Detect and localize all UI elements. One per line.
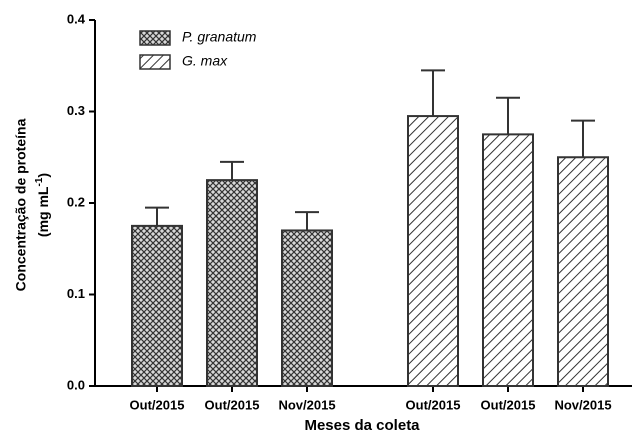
legend-swatch <box>139 30 171 46</box>
x-axis-label: Meses da coleta <box>304 417 420 434</box>
bar <box>557 156 609 387</box>
legend-label: P. granatum <box>182 29 257 45</box>
bar <box>482 133 534 387</box>
x-tick-label: Out/2015 <box>130 397 185 412</box>
y-tick-label: 0.0 <box>67 377 85 392</box>
bar <box>407 115 459 387</box>
bar <box>281 229 333 387</box>
bar <box>131 224 183 387</box>
x-tick-label: Nov/2015 <box>554 397 611 412</box>
y-tick-label: 0.4 <box>67 11 86 26</box>
legend-label: G. max <box>182 53 228 69</box>
x-tick-label: Out/2015 <box>205 397 260 412</box>
x-tick-label: Out/2015 <box>406 397 461 412</box>
legend-swatch <box>139 54 171 70</box>
y-unit-part: (mg mL <box>35 186 51 237</box>
y-axis-label: Concentração de proteína <box>13 118 29 291</box>
y-tick-label: 0.2 <box>67 194 85 209</box>
bar <box>206 179 258 387</box>
y-axis-unit: (mg mL-1) <box>34 173 51 237</box>
y-unit-sup: -1 <box>34 177 45 186</box>
y-unit-part: ) <box>35 173 51 178</box>
y-tick-label: 0.1 <box>67 286 85 301</box>
y-tick-label: 0.3 <box>67 103 85 118</box>
x-tick-label: Nov/2015 <box>278 397 335 412</box>
x-tick-label: Out/2015 <box>481 397 536 412</box>
